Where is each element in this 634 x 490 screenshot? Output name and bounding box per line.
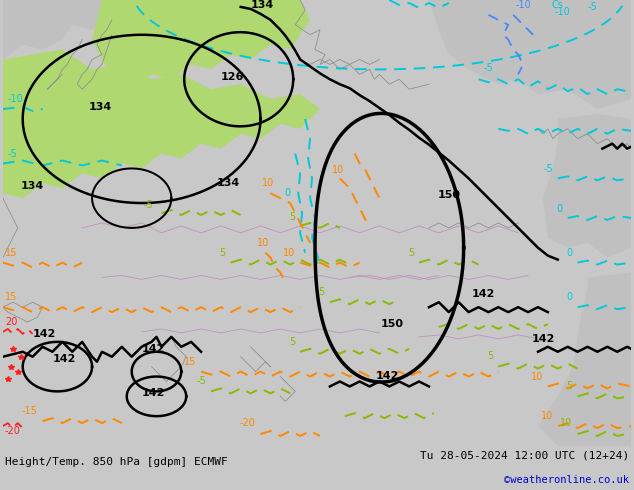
Text: 142: 142 [531,334,555,344]
Text: 150: 150 [381,319,404,329]
Text: 15: 15 [184,357,196,367]
Text: 5: 5 [319,287,325,297]
Text: 0: 0 [557,204,563,214]
Polygon shape [543,114,631,258]
Text: 10: 10 [560,418,573,428]
Text: 126: 126 [221,73,245,82]
Text: 0: 0 [567,292,573,302]
Text: Tu 28-05-2024 12:00 UTC (12+24): Tu 28-05-2024 12:00 UTC (12+24) [420,451,629,461]
Text: 5: 5 [408,247,414,258]
Text: Cs: Cs [552,0,564,10]
Text: -5: -5 [197,376,206,387]
Text: 134: 134 [217,178,240,188]
Text: -15: -15 [22,406,37,416]
Text: 10: 10 [283,247,295,258]
Text: -5: -5 [543,165,553,174]
Text: ©weatheronline.co.uk: ©weatheronline.co.uk [504,475,629,485]
Text: -5: -5 [484,63,493,74]
Polygon shape [429,0,631,109]
Text: -10: -10 [555,7,571,17]
Text: 0: 0 [567,247,573,258]
Text: 10: 10 [541,411,553,421]
Text: 5: 5 [289,212,295,222]
Text: 10: 10 [531,371,543,382]
Text: 134: 134 [88,102,112,112]
Text: 10: 10 [262,178,275,188]
Text: 10: 10 [257,238,269,248]
Text: 5: 5 [487,351,493,361]
Text: -20: -20 [5,426,21,436]
Text: -5: -5 [8,148,18,159]
Text: 142: 142 [142,344,165,354]
Text: 20: 20 [5,317,17,327]
Polygon shape [3,0,112,59]
Text: 150: 150 [437,190,460,200]
Text: -10: -10 [515,0,531,10]
Polygon shape [538,272,631,446]
Text: 0: 0 [284,188,290,198]
Text: Height/Temp. 850 hPa [gdpm] ECMWF: Height/Temp. 850 hPa [gdpm] ECMWF [5,457,228,467]
Text: 5: 5 [289,337,295,347]
Text: -5: -5 [588,2,597,12]
Text: 5: 5 [219,247,226,258]
Text: -10: -10 [8,94,23,104]
Text: 15: 15 [5,292,17,302]
Polygon shape [92,0,310,89]
Text: 15: 15 [5,247,17,258]
Text: 134: 134 [21,181,44,191]
Text: 5: 5 [566,381,573,392]
Text: 142: 142 [376,370,399,381]
Text: -5: -5 [144,200,153,210]
Text: 142: 142 [472,289,495,299]
Text: 142: 142 [53,354,76,364]
Text: -20: -20 [240,418,256,428]
Text: 10: 10 [332,166,344,175]
Text: 142: 142 [142,389,165,398]
Text: 142: 142 [33,329,56,339]
Text: 134: 134 [251,0,274,10]
Polygon shape [3,49,320,198]
